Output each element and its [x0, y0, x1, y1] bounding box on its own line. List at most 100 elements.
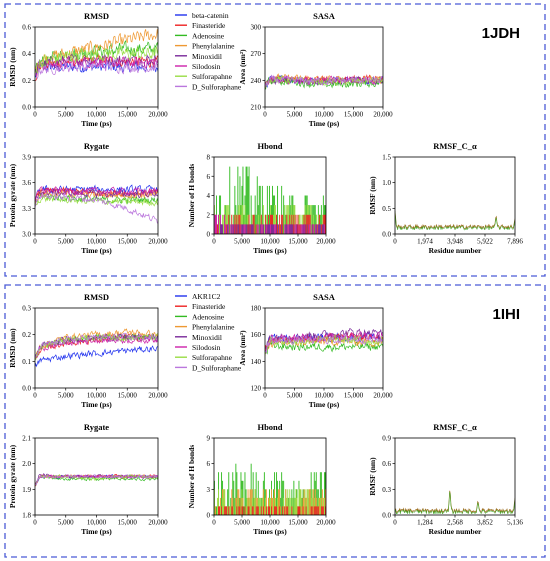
legend-label: beta-catenin: [192, 11, 229, 20]
hbond-bar: [226, 224, 228, 234]
legend-label: Minoxidil: [192, 333, 222, 342]
x-tick-label: 1,974: [417, 238, 433, 246]
hbond-bar: [217, 497, 219, 515]
hbond-bar: [296, 224, 298, 234]
chart-title: RMSD: [84, 11, 109, 21]
hbond-bar: [245, 224, 247, 234]
hbond-bar: [274, 224, 276, 234]
hbond-bar: [234, 185, 236, 234]
hbond-bar: [289, 489, 291, 515]
hbond-bar: [309, 224, 311, 234]
x-axis-label: Time (ps): [309, 400, 340, 409]
y-tick-label: 3: [207, 486, 211, 494]
hbond-bar: [236, 214, 238, 234]
hbond-bar: [273, 195, 275, 234]
hbond-bar: [317, 224, 319, 234]
hbond-bar: [279, 506, 281, 515]
chart-sasa: SASA 0 5,000 10,000 15,000 20,000 120 140 160 180…: [238, 292, 393, 409]
hbond-bar: [245, 166, 247, 234]
hbond-bar: [222, 497, 224, 515]
panel-border: [4, 3, 546, 277]
series-line: [265, 331, 383, 355]
x-tick-label: 3,852: [477, 519, 493, 527]
y-tick-label: 2.1: [22, 435, 31, 443]
x-tick-label: 10,000: [87, 111, 107, 119]
hbond-bar: [239, 214, 241, 234]
hbond-bar: [262, 506, 264, 515]
hbond-bar: [235, 224, 237, 234]
hbond-bar: [319, 497, 321, 515]
hbond-bar: [229, 166, 231, 234]
hbond-bar: [297, 214, 299, 234]
series-line: [35, 328, 158, 358]
legend-label: Phenylalanine: [192, 42, 235, 51]
hbond-bar: [227, 205, 229, 234]
hbond-bar: [252, 472, 254, 515]
hbond-bar: [241, 489, 243, 515]
hbond-bar: [243, 506, 245, 515]
hbond-bar: [224, 214, 226, 234]
y-tick-label: 160: [251, 331, 262, 339]
hbond-bar: [247, 224, 249, 234]
chart-rmsd: RMSD 0 5,000 10,000 15,000 20,000 0.0 0.2 0.4 0.6…: [8, 11, 168, 128]
y-tick-label: 6: [207, 460, 211, 468]
hbond-bar: [268, 506, 269, 515]
y-tick-label: 0.5: [382, 205, 391, 213]
hbond-bar: [225, 506, 227, 515]
plot-area: [395, 490, 515, 515]
y-tick-label: 0.0: [382, 512, 391, 520]
chart-hbond: Hbond 0 5,000 10,000 15,000 20,000 0 2 4 6 8 Times …: [187, 141, 336, 255]
hbond-bar: [234, 497, 236, 515]
series-line: [265, 75, 383, 87]
hbond-bar: [273, 497, 275, 515]
hbond-bar: [269, 224, 270, 234]
y-tick-label: 0.3: [382, 486, 391, 494]
hbond-bar: [312, 489, 314, 515]
hbond-bar: [263, 506, 265, 515]
hbond-bar: [296, 497, 298, 515]
hbond-bar: [276, 224, 278, 234]
hbond-bar: [322, 506, 324, 515]
x-tick-label: 20,000: [148, 392, 168, 400]
rmsf-line: [395, 210, 515, 230]
x-tick-label: 20,000: [148, 519, 168, 527]
hbond-bar: [277, 497, 279, 515]
hbond-bar: [242, 224, 244, 234]
hbond-bar: [293, 214, 295, 234]
y-tick-label: 240: [251, 77, 262, 85]
x-tick-label: 15,000: [288, 238, 308, 246]
hbond-bar: [316, 224, 318, 234]
chart-title: RMSF_C_α: [433, 141, 477, 151]
hbond-bar: [292, 497, 294, 515]
hbond-bar: [315, 472, 317, 515]
x-tick-label: 5,000: [234, 238, 250, 246]
hbond-bar: [317, 506, 319, 515]
x-tick-label: 10,000: [314, 111, 334, 119]
hbond-bar: [311, 506, 313, 515]
hbond-bar: [292, 195, 294, 234]
hbond-bar: [302, 506, 304, 515]
hbond-bar: [298, 224, 300, 234]
y-tick-label: 210: [251, 104, 262, 112]
hbond-bar: [259, 497, 261, 515]
x-tick-label: 10,000: [87, 519, 107, 527]
y-tick-label: 3.6: [22, 179, 31, 187]
x-tick-label: 0: [263, 392, 267, 400]
hbond-bar: [242, 205, 244, 234]
series-line: [35, 59, 158, 80]
x-axis-label: Time (ps): [309, 119, 340, 128]
hbond-bar: [290, 224, 292, 234]
hbond-bar: [270, 497, 271, 515]
plot-area: [35, 328, 158, 368]
hbond-bar: [300, 489, 302, 515]
chart-title: Hbond: [257, 422, 282, 432]
hbond-bar: [305, 195, 307, 234]
hbond-bar: [250, 224, 252, 234]
hbond-bar: [299, 506, 301, 515]
chart-rmsf: RMSF_C_α 0 1,284 2,568 3,852 5,136 0.0 0.3 0.6 0.…: [368, 422, 523, 536]
hbond-bar: [293, 480, 295, 515]
x-tick-label: 10,000: [260, 238, 280, 246]
x-tick-label: 20,000: [148, 238, 168, 246]
hbond-bar: [255, 224, 257, 234]
hbond-bar: [240, 224, 242, 234]
